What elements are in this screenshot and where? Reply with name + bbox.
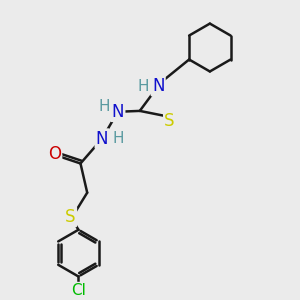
Text: N: N bbox=[112, 103, 124, 121]
Text: N: N bbox=[96, 130, 108, 148]
Text: O: O bbox=[48, 145, 61, 163]
Text: H: H bbox=[98, 99, 110, 114]
Text: S: S bbox=[164, 112, 175, 130]
Text: S: S bbox=[65, 208, 76, 226]
Text: H: H bbox=[112, 131, 124, 146]
Text: Cl: Cl bbox=[71, 283, 86, 298]
Text: N: N bbox=[152, 77, 164, 95]
Text: H: H bbox=[138, 79, 149, 94]
